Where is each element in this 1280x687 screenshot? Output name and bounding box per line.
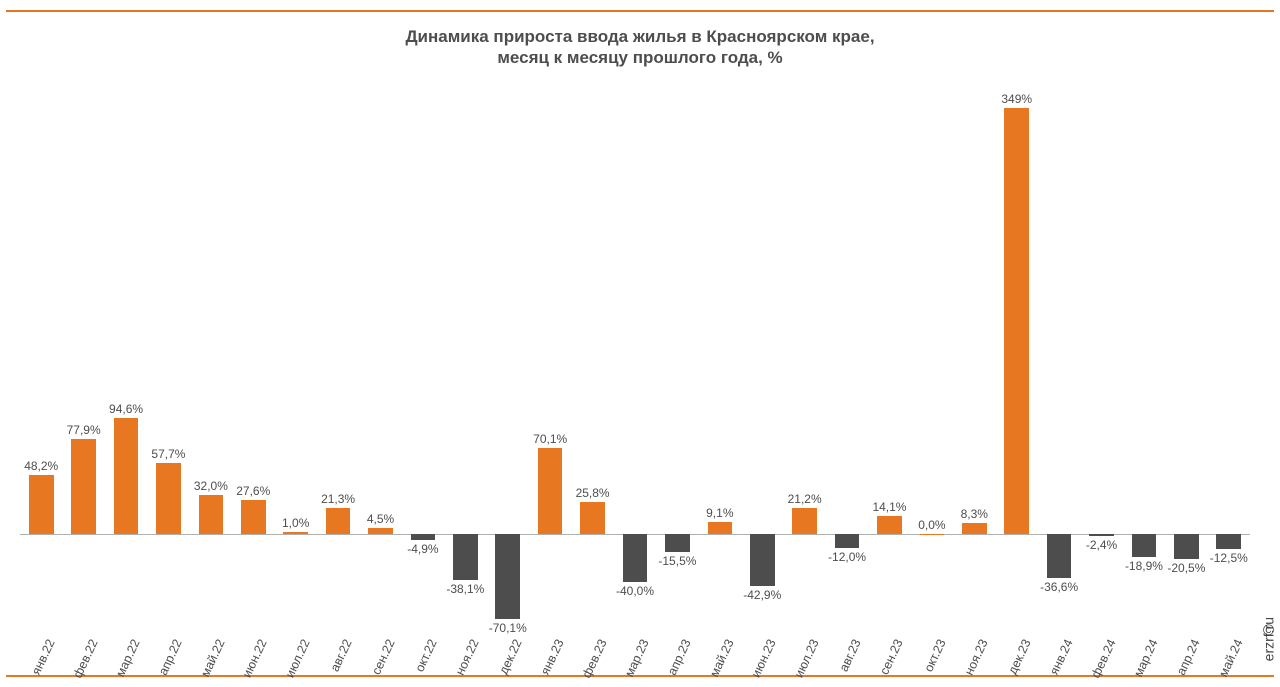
category-label: дек.23 <box>1005 637 1033 677</box>
bar <box>71 439 96 534</box>
bar <box>1047 534 1072 579</box>
category-label: июн.23 <box>749 637 779 680</box>
bar <box>29 475 54 534</box>
category-label: сен.22 <box>369 637 398 677</box>
plot-area: 48,2%янв.2277,9%фев.2294,6%мар.2257,7%ап… <box>20 95 1250 631</box>
bar <box>411 534 436 540</box>
bar <box>538 448 563 533</box>
bar <box>877 516 902 533</box>
bar <box>1004 108 1029 533</box>
value-label: 21,2% <box>788 492 822 506</box>
category-label: янв.22 <box>29 637 58 677</box>
value-label: 25,8% <box>576 486 610 500</box>
category-label: янв.24 <box>1047 637 1076 677</box>
value-label: -2,4% <box>1086 538 1117 552</box>
value-label: 94,6% <box>109 402 143 416</box>
bar <box>920 534 945 535</box>
bar <box>750 534 775 586</box>
category-label: апр.23 <box>665 637 694 677</box>
category-label: апр.22 <box>156 637 185 677</box>
value-label: -38,1% <box>446 582 484 596</box>
bar <box>495 534 520 619</box>
chart-title-line2: месяц к месяцу прошлого года, % <box>0 47 1280 68</box>
category-label: дек.22 <box>496 637 524 677</box>
value-label: -36,6% <box>1040 580 1078 594</box>
rule-bottom <box>6 675 1274 677</box>
category-label: июл.22 <box>282 637 312 680</box>
value-label: 70,1% <box>533 432 567 446</box>
value-label: -12,0% <box>828 550 866 564</box>
rule-top <box>6 10 1274 12</box>
bar <box>1216 534 1241 549</box>
category-label: ноя.22 <box>453 637 482 677</box>
value-label: 27,6% <box>236 484 270 498</box>
bar <box>453 534 478 580</box>
category-label: май.23 <box>707 637 737 679</box>
value-label: -20,5% <box>1167 561 1205 575</box>
category-label: мар.22 <box>113 637 143 679</box>
category-label: июн.22 <box>240 637 270 680</box>
bar <box>241 500 266 534</box>
bar <box>1132 534 1157 557</box>
category-label: фев.22 <box>70 637 100 680</box>
chart-title: Динамика прироста ввода жилья в Краснояр… <box>0 26 1280 69</box>
bar <box>665 534 690 553</box>
value-label: 21,3% <box>321 492 355 506</box>
bar <box>199 495 224 534</box>
value-label: 48,2% <box>24 459 58 473</box>
chart-frame: Динамика прироста ввода жилья в Краснояр… <box>0 0 1280 687</box>
value-label: -40,0% <box>616 584 654 598</box>
value-label: 0,0% <box>918 518 945 532</box>
category-label: фев.24 <box>1088 637 1118 680</box>
value-label: -70,1% <box>489 621 527 635</box>
category-label: ноя.23 <box>962 637 991 677</box>
value-label: 14,1% <box>872 500 906 514</box>
bar <box>368 528 393 533</box>
value-label: 349% <box>1001 92 1032 106</box>
category-label: май.24 <box>1216 637 1246 679</box>
value-label: 9,1% <box>706 506 733 520</box>
value-label: -4,9% <box>407 542 438 556</box>
category-label: янв.23 <box>538 637 567 677</box>
bar <box>580 502 605 533</box>
category-label: авг.23 <box>837 637 864 674</box>
value-label: 32,0% <box>194 479 228 493</box>
value-label: -15,5% <box>658 554 696 568</box>
value-label: 1,0% <box>282 516 309 530</box>
category-label: окт.23 <box>921 637 948 674</box>
category-label: фев.23 <box>579 637 609 680</box>
bar <box>835 534 860 549</box>
value-label: -18,9% <box>1125 559 1163 573</box>
bar <box>156 463 181 533</box>
value-label: 4,5% <box>367 512 394 526</box>
value-label: 57,7% <box>151 447 185 461</box>
bar <box>1174 534 1199 559</box>
bar <box>962 523 987 533</box>
value-label: 77,9% <box>67 423 101 437</box>
chart-title-line1: Динамика прироста ввода жилья в Краснояр… <box>0 26 1280 47</box>
bar <box>708 522 733 533</box>
bar <box>1089 534 1114 537</box>
category-label: мар.24 <box>1131 637 1161 679</box>
value-label: -12,5% <box>1210 551 1248 565</box>
category-label: сен.23 <box>878 637 907 677</box>
value-label: 8,3% <box>961 507 988 521</box>
category-label: май.22 <box>198 637 228 679</box>
value-label: -42,9% <box>743 588 781 602</box>
category-label: июл.23 <box>791 637 821 680</box>
category-label: окт.22 <box>412 637 439 674</box>
bar <box>623 534 648 583</box>
category-label: мар.23 <box>622 637 652 679</box>
bar <box>792 508 817 534</box>
category-label: апр.24 <box>1174 637 1203 677</box>
category-label: авг.22 <box>328 637 355 674</box>
bar <box>326 508 351 534</box>
bar <box>114 418 139 533</box>
bar <box>283 532 308 533</box>
copyright-symbol: © <box>1263 622 1274 639</box>
